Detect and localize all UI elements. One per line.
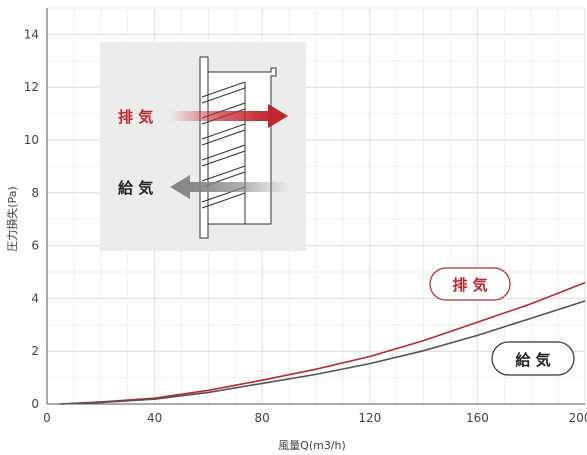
x-tick-label: 120 — [358, 411, 381, 425]
legend-item-supply: 給 気 — [491, 341, 575, 376]
y-tick-label: 6 — [31, 239, 39, 253]
y-tick-label: 2 — [31, 344, 39, 358]
legend-exhaust-label: 排 気 — [452, 276, 487, 294]
y-tick-label: 4 — [31, 291, 39, 305]
inset-exhaust-label: 排 気 — [118, 108, 153, 126]
axes — [46, 8, 585, 405]
x-tick-label: 200 — [569, 411, 587, 425]
supply-arrow-icon — [170, 175, 290, 199]
y-tick-label: 10 — [24, 133, 39, 147]
y-tick-label: 14 — [24, 27, 39, 41]
y-tick-label: 8 — [31, 186, 39, 200]
series-line-exhaust — [60, 281, 586, 405]
x-axis-label: 風量Q(m3/h) — [278, 439, 346, 452]
series-lines — [60, 281, 586, 405]
x-tick-labels: 0 40 80 120 160 200 — [43, 411, 587, 425]
x-tick-label: 160 — [466, 411, 489, 425]
louver-illustration — [199, 56, 277, 239]
y-tick-labels: 0 2 4 6 8 10 12 14 — [24, 27, 39, 411]
y-tick-label: 12 — [24, 80, 39, 94]
y-tick-label: 0 — [31, 397, 39, 411]
inset-supply-label: 給 気 — [118, 179, 153, 197]
x-tick-label: 80 — [255, 411, 270, 425]
x-tick-label: 40 — [147, 411, 162, 425]
exhaust-arrow-icon — [170, 104, 288, 128]
series-line-supply — [60, 300, 586, 405]
airflow-inset: 排 気 給 気 — [100, 42, 306, 251]
legend-supply-label: 給 気 — [515, 351, 550, 369]
x-tick-label: 0 — [43, 411, 51, 425]
legend-item-exhaust: 排 気 — [429, 267, 511, 301]
y-axis-label: 圧力損失(Pa) — [5, 186, 19, 251]
legend: 排 気 給 気 — [429, 267, 575, 376]
